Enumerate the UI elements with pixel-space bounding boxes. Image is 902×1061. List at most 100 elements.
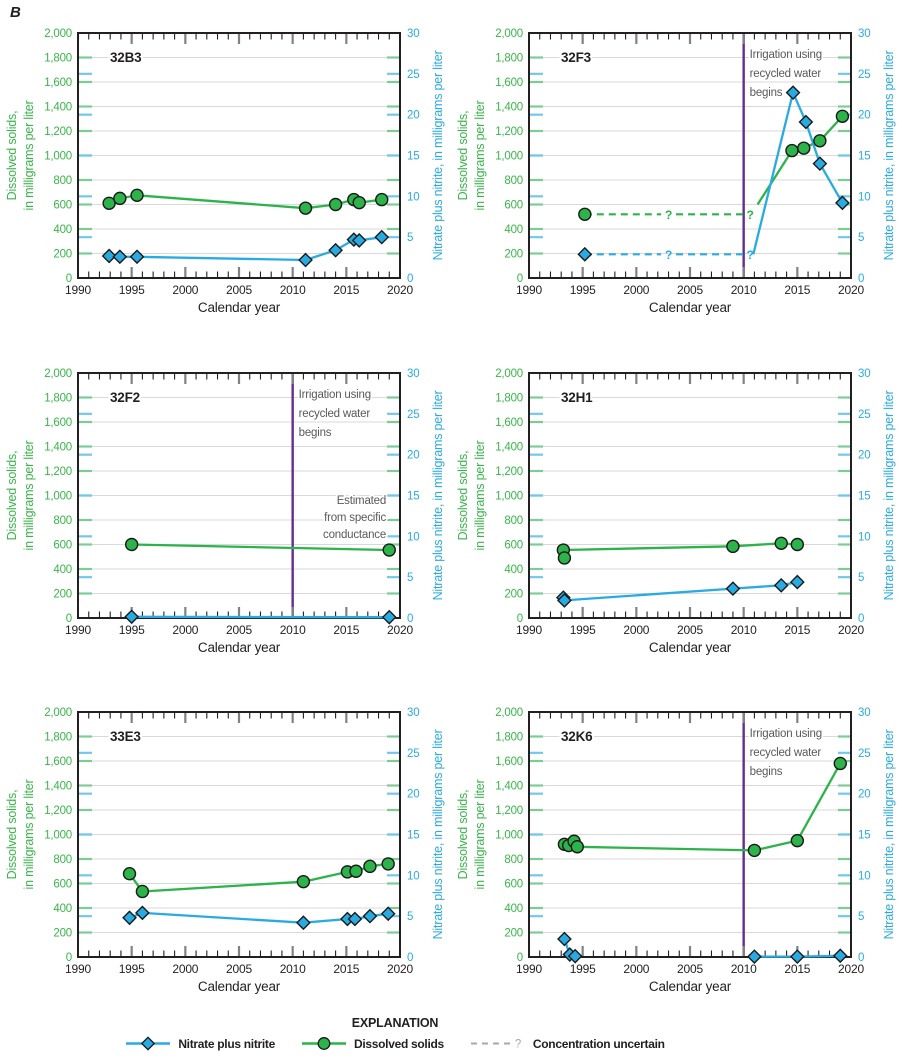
svg-text:2005: 2005 — [677, 283, 703, 297]
svg-text:1,000: 1,000 — [495, 830, 523, 842]
chart-32b3: 02004006008001,0001,2001,4001,6001,8002,… — [5, 28, 445, 315]
svg-text:0: 0 — [407, 613, 413, 625]
svg-text:?: ? — [747, 208, 754, 222]
svg-text:recycled water: recycled water — [750, 68, 822, 80]
svg-text:1,200: 1,200 — [44, 466, 72, 478]
svg-text:32K6: 32K6 — [561, 729, 593, 744]
legend-label-dissolved: Dissolved solids — [354, 1036, 444, 1051]
svg-text:32F2: 32F2 — [110, 390, 140, 405]
svg-text:2,000: 2,000 — [44, 707, 72, 719]
svg-text:1,800: 1,800 — [44, 53, 72, 65]
legend-item-nitrate: Nitrate plus nitrite — [125, 1036, 275, 1051]
svg-text:1,600: 1,600 — [495, 756, 523, 768]
svg-text:2,000: 2,000 — [44, 28, 72, 40]
svg-text:0: 0 — [517, 273, 523, 285]
svg-text:200: 200 — [504, 928, 523, 940]
svg-text:400: 400 — [504, 224, 523, 236]
svg-text:30: 30 — [407, 368, 419, 380]
svg-text:15: 15 — [858, 830, 870, 842]
legend: EXPLANATION Nitrate plus nitrite Dissolv… — [0, 1016, 790, 1051]
svg-text:20: 20 — [407, 450, 419, 462]
svg-text:1,200: 1,200 — [495, 466, 523, 478]
svg-text:1,800: 1,800 — [44, 393, 72, 405]
svg-text:1,400: 1,400 — [44, 102, 72, 114]
svg-text:1995: 1995 — [570, 623, 596, 637]
svg-text:0: 0 — [517, 613, 523, 625]
svg-text:0: 0 — [66, 613, 72, 625]
svg-text:2015: 2015 — [333, 283, 359, 297]
svg-text:2015: 2015 — [784, 283, 810, 297]
svg-text:20: 20 — [858, 789, 870, 801]
svg-text:Irrigation using: Irrigation using — [750, 728, 822, 740]
svg-text:2005: 2005 — [226, 283, 252, 297]
svg-text:10: 10 — [858, 191, 870, 203]
svg-text:800: 800 — [504, 854, 523, 866]
chart-32h1: 02004006008001,0001,2001,4001,6001,8002,… — [456, 368, 896, 655]
svg-text:800: 800 — [504, 515, 523, 527]
svg-text:recycled water: recycled water — [750, 747, 822, 759]
svg-text:1,600: 1,600 — [495, 417, 523, 429]
svg-text:15: 15 — [407, 830, 419, 842]
svg-text:in milligrams per liter: in milligrams per liter — [22, 100, 36, 210]
figure-label: B — [10, 4, 21, 21]
svg-text:2020: 2020 — [387, 623, 413, 637]
svg-text:2015: 2015 — [333, 623, 359, 637]
svg-text:20: 20 — [858, 450, 870, 462]
svg-text:33E3: 33E3 — [110, 729, 141, 744]
svg-text:1,800: 1,800 — [44, 732, 72, 744]
svg-text:Calendar year: Calendar year — [198, 300, 281, 315]
svg-text:5: 5 — [858, 232, 864, 244]
svg-text:1,400: 1,400 — [495, 442, 523, 454]
svg-text:30: 30 — [858, 707, 870, 719]
svg-text:30: 30 — [858, 28, 870, 40]
svg-text:1,000: 1,000 — [44, 491, 72, 503]
svg-text:400: 400 — [53, 903, 72, 915]
svg-text:0: 0 — [858, 952, 864, 964]
svg-text:1,400: 1,400 — [495, 781, 523, 793]
svg-text:15: 15 — [858, 151, 870, 163]
svg-text:1,000: 1,000 — [495, 491, 523, 503]
svg-text:Calendar year: Calendar year — [649, 979, 732, 994]
svg-text:800: 800 — [53, 515, 72, 527]
svg-text:2000: 2000 — [623, 962, 649, 976]
svg-text:2000: 2000 — [623, 283, 649, 297]
svg-text:?: ? — [665, 208, 672, 222]
svg-text:2015: 2015 — [333, 962, 359, 976]
svg-text:10: 10 — [858, 870, 870, 882]
svg-text:in milligrams per liter: in milligrams per liter — [473, 779, 487, 889]
svg-text:2,000: 2,000 — [495, 28, 523, 40]
legend-label-nitrate: Nitrate plus nitrite — [178, 1036, 275, 1051]
svg-text:400: 400 — [504, 564, 523, 576]
svg-text:conductance: conductance — [323, 529, 386, 541]
svg-text:in milligrams per liter: in milligrams per liter — [22, 440, 36, 550]
svg-text:1,600: 1,600 — [44, 417, 72, 429]
svg-text:begins: begins — [750, 87, 783, 99]
svg-text:1995: 1995 — [119, 962, 145, 976]
svg-text:1,600: 1,600 — [44, 756, 72, 768]
svg-text:1,400: 1,400 — [44, 781, 72, 793]
svg-text:10: 10 — [858, 531, 870, 543]
svg-text:25: 25 — [407, 69, 419, 81]
svg-text:?: ? — [747, 248, 754, 262]
svg-text:Calendar year: Calendar year — [198, 979, 281, 994]
svg-text:1,600: 1,600 — [44, 77, 72, 89]
svg-text:0: 0 — [407, 952, 413, 964]
svg-text:2000: 2000 — [172, 283, 198, 297]
svg-text:32F3: 32F3 — [561, 50, 592, 65]
svg-text:in milligrams per liter: in milligrams per liter — [22, 779, 36, 889]
svg-text:15: 15 — [407, 151, 419, 163]
svg-text:2010: 2010 — [280, 623, 306, 637]
svg-text:25: 25 — [407, 409, 419, 421]
nitrate-diamond-swatch-icon — [126, 1036, 171, 1051]
svg-text:Dissolved solids,: Dissolved solids, — [456, 111, 470, 201]
svg-text:600: 600 — [53, 200, 72, 212]
svg-text:2000: 2000 — [172, 962, 198, 976]
svg-text:2020: 2020 — [387, 962, 413, 976]
chart-33e3: 02004006008001,0001,2001,4001,6001,8002,… — [5, 707, 445, 994]
svg-text:400: 400 — [53, 564, 72, 576]
svg-text:1,000: 1,000 — [44, 830, 72, 842]
chart-32f3: ??? ?02004006008001,0001,2001,4001,6001,8… — [456, 28, 896, 315]
svg-text:Dissolved solids,: Dissolved solids, — [456, 451, 470, 541]
svg-text:1,600: 1,600 — [495, 77, 523, 89]
